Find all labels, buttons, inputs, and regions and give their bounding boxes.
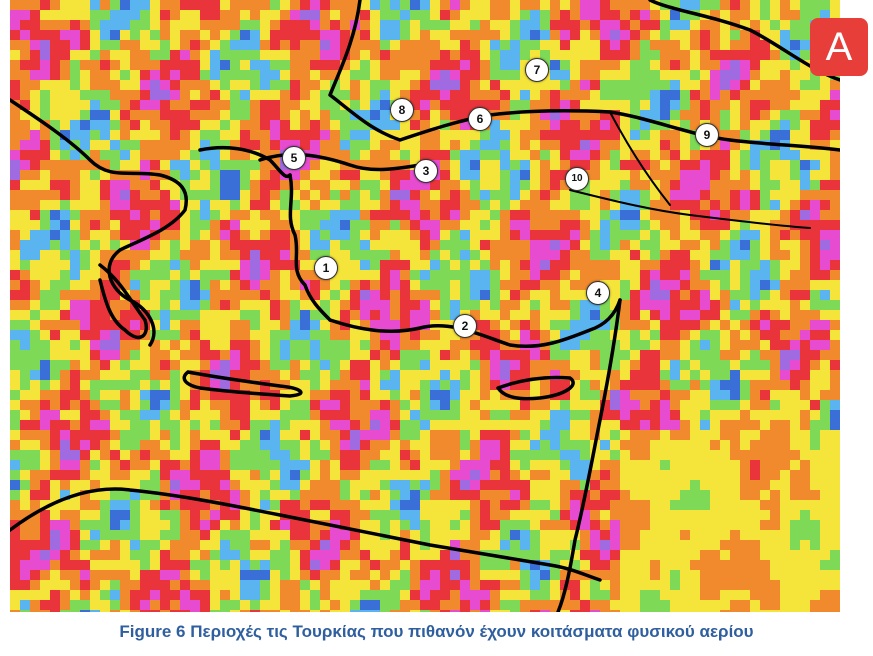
north-africa-coastline <box>10 487 602 582</box>
site-marker-10: 10 <box>565 167 589 191</box>
thrace-coastline <box>198 145 292 178</box>
cyprus-coastline <box>496 375 575 401</box>
mediterranean-coastline <box>328 298 622 349</box>
site-marker-6: 6 <box>468 107 492 131</box>
site-marker-8: 8 <box>390 98 414 122</box>
black-sea-coastline <box>328 0 840 152</box>
panel-label-badge: A <box>810 18 868 76</box>
site-marker-3: 3 <box>414 159 438 183</box>
site-marker-7: 7 <box>525 58 549 82</box>
site-marker-9: 9 <box>695 123 719 147</box>
caucasus-border <box>609 111 671 206</box>
aegean-coastline <box>288 173 332 322</box>
gravity-anomaly-map <box>10 0 840 612</box>
site-marker-2: 2 <box>453 314 477 338</box>
crete-coastline <box>182 370 303 398</box>
levant-coastline <box>556 298 622 612</box>
figure-caption: Figure 6 Περιοχές τις Τουρκίας που πιθαν… <box>119 622 754 641</box>
eastern-border <box>569 189 811 229</box>
peloponnese-coastline <box>98 263 148 340</box>
site-marker-5: 5 <box>282 146 306 170</box>
site-marker-1: 1 <box>314 256 338 280</box>
site-marker-4: 4 <box>586 281 610 305</box>
